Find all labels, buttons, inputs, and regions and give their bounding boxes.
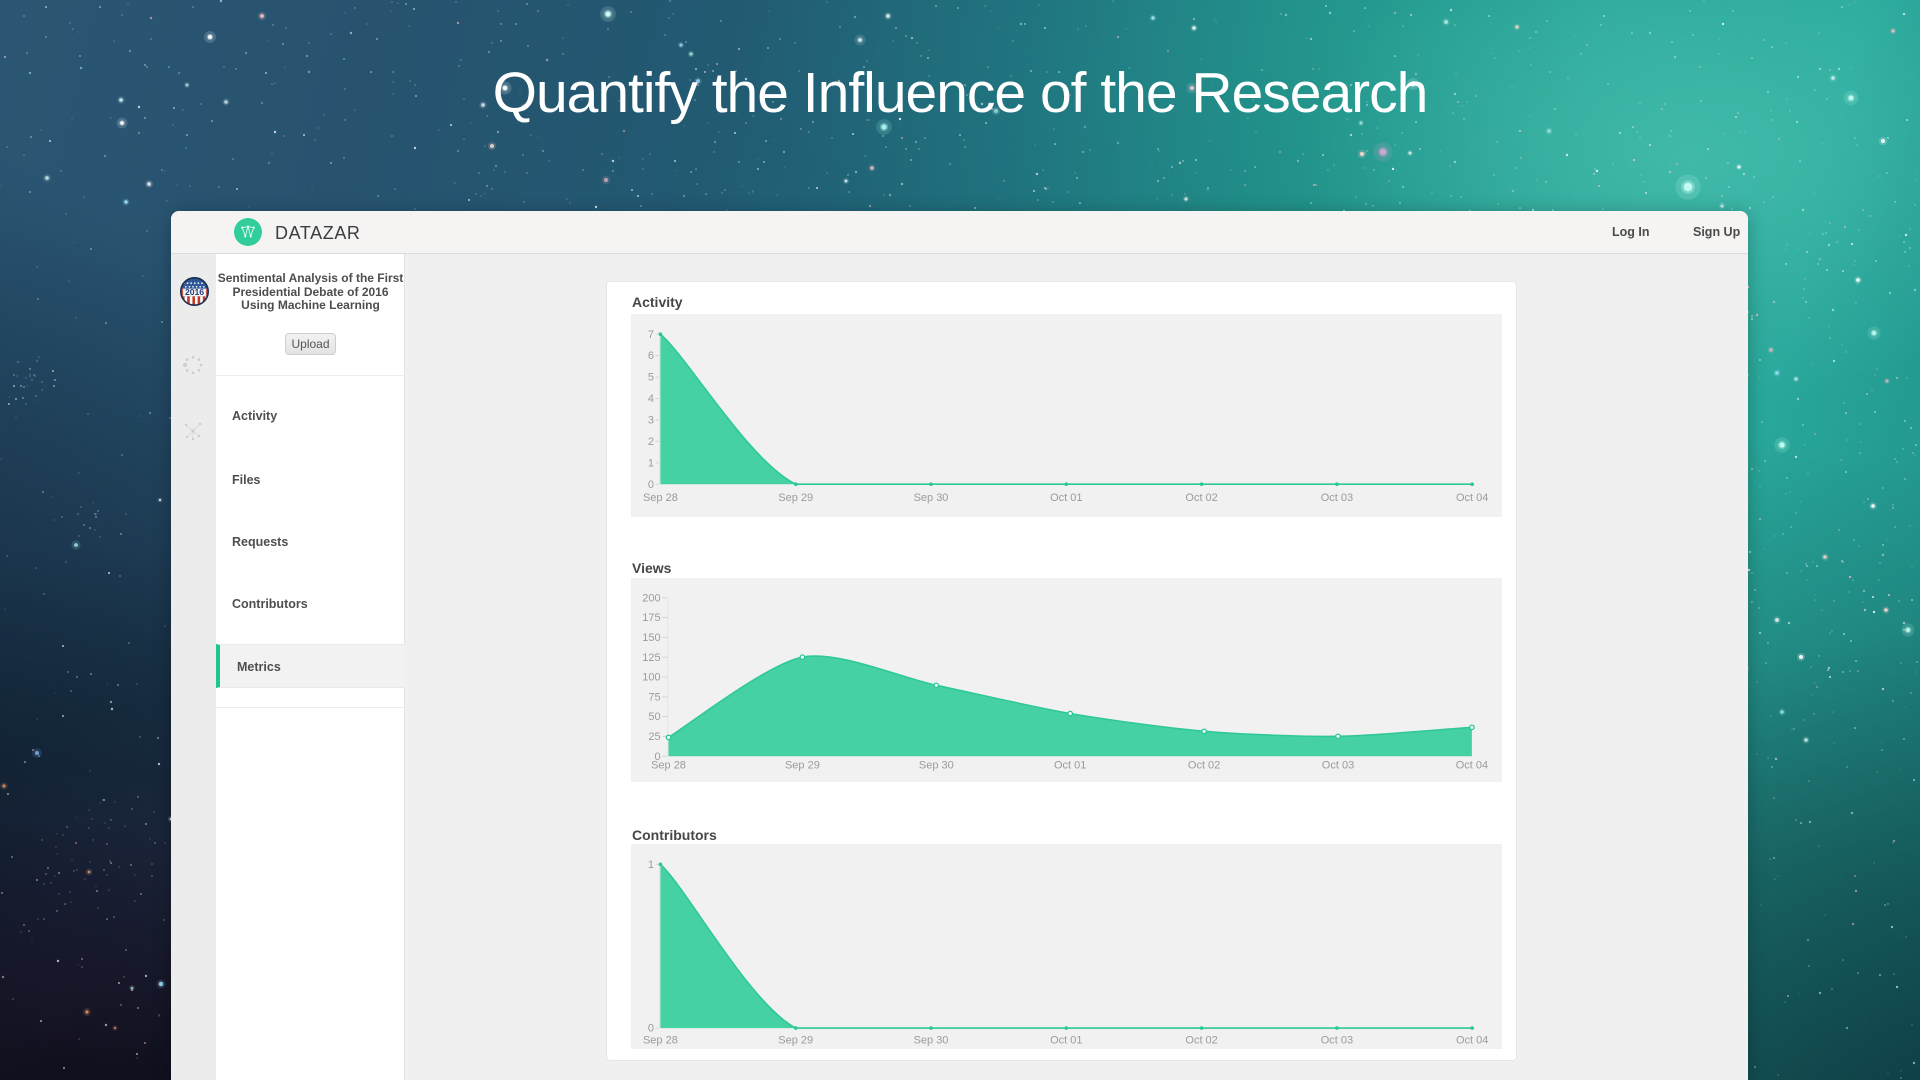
svg-text:1: 1 [648,859,654,871]
svg-text:75: 75 [648,691,660,703]
svg-text:100: 100 [642,672,660,684]
svg-text:Oct 04: Oct 04 [1456,1035,1488,1047]
svg-text:5: 5 [648,372,654,384]
svg-text:Sep 28: Sep 28 [643,492,678,504]
svg-text:Sep 29: Sep 29 [778,492,813,504]
svg-text:0: 0 [648,479,654,491]
svg-text:Oct 02: Oct 02 [1185,1035,1217,1047]
svg-text:2016: 2016 [185,287,204,297]
svg-text:50: 50 [648,711,660,723]
svg-text:0: 0 [648,1023,654,1035]
svg-text:125: 125 [642,652,660,664]
svg-text:150: 150 [642,632,660,644]
svg-text:6: 6 [648,350,654,362]
svg-text:7: 7 [648,329,654,341]
svg-text:Sep 28: Sep 28 [651,760,686,772]
svg-text:Sep 30: Sep 30 [919,760,954,772]
svg-text:Sep 29: Sep 29 [785,760,820,772]
svg-text:Oct 01: Oct 01 [1050,1035,1082,1047]
svg-text:Oct 04: Oct 04 [1456,760,1488,772]
svg-text:Oct 03: Oct 03 [1321,1035,1353,1047]
svg-text:Sep 29: Sep 29 [778,1035,813,1047]
svg-text:Sep 30: Sep 30 [914,1035,949,1047]
svg-text:175: 175 [642,612,660,624]
svg-text:25: 25 [648,731,660,743]
svg-text:Oct 03: Oct 03 [1321,492,1353,504]
svg-text:Sep 28: Sep 28 [643,1035,678,1047]
svg-text:Oct 02: Oct 02 [1185,492,1217,504]
svg-text:3: 3 [648,415,654,427]
svg-text:4: 4 [648,393,654,405]
svg-text:2: 2 [648,436,654,448]
svg-text:Sep 30: Sep 30 [914,492,949,504]
svg-text:Oct 01: Oct 01 [1054,760,1086,772]
svg-text:Oct 04: Oct 04 [1456,492,1488,504]
svg-text:200: 200 [642,592,660,604]
svg-text:1: 1 [648,457,654,469]
svg-text:Oct 03: Oct 03 [1322,760,1354,772]
svg-text:Oct 02: Oct 02 [1188,760,1220,772]
svg-text:0: 0 [654,751,660,763]
svg-text:Oct 01: Oct 01 [1050,492,1082,504]
